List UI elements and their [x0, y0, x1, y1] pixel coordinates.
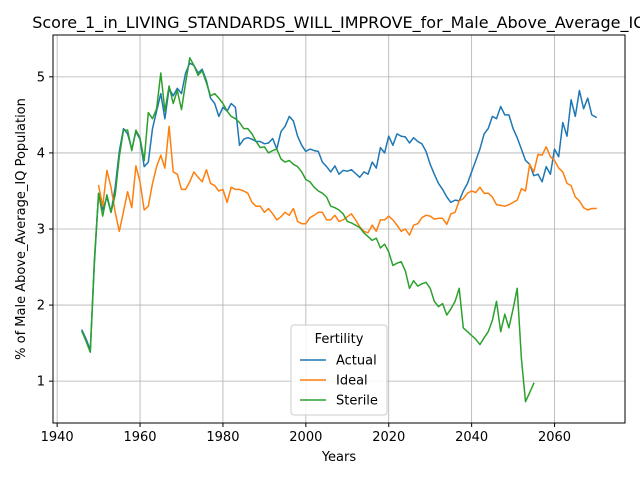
x-tick-label: 2020 [372, 430, 405, 445]
x-tick-label: 1980 [206, 430, 239, 445]
chart-title: Score_1_in_LIVING_STANDARDS_WILL_IMPROVE… [32, 13, 640, 33]
x-tick-label: 1960 [123, 430, 156, 445]
y-tick-label: 2 [37, 299, 45, 314]
x-tick-label: 2060 [538, 430, 571, 445]
x-tick-label: 2040 [455, 430, 488, 445]
y-tick-label: 4 [37, 146, 45, 161]
axis-ticks: 1940 1960 1980 2000 2020 2040 2060 1 2 3 4 5 [37, 70, 571, 445]
legend-title: Fertility [315, 332, 364, 347]
series-line-ideal [97, 125, 597, 236]
series-lines [81, 57, 598, 403]
series-line-sterile [81, 57, 535, 403]
x-tick-label: 1940 [41, 430, 74, 445]
legend: Fertility Actual Ideal Sterile [290, 324, 388, 416]
legend-label-sterile: Sterile [336, 394, 378, 409]
x-tick-label: 2000 [289, 430, 322, 445]
y-axis-label: % of Male Above_Average_IQ Population [14, 98, 29, 360]
y-tick-label: 5 [37, 70, 45, 85]
y-tick-label: 3 [37, 223, 45, 238]
legend-box [290, 324, 388, 416]
legend-label-actual: Actual [336, 354, 377, 369]
x-axis-label: Years [321, 450, 357, 465]
legend-entries: Actual Ideal Sterile [300, 354, 378, 409]
grid [53, 35, 625, 423]
legend-label-ideal: Ideal [336, 374, 368, 389]
y-tick-label: 1 [37, 375, 45, 390]
